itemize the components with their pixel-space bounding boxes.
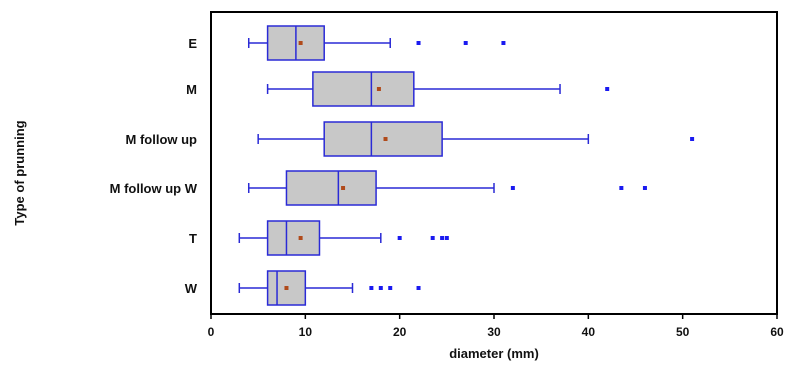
- outlier-point: [430, 236, 435, 240]
- category-label: T: [189, 231, 197, 246]
- x-tick-label: 60: [770, 325, 784, 339]
- outlier-point: [440, 236, 445, 240]
- x-tick-label: 20: [393, 325, 407, 339]
- outlier-point: [501, 41, 506, 45]
- mean-marker: [383, 137, 388, 141]
- box-m: [266, 71, 610, 107]
- box-iqr: [312, 71, 415, 107]
- x-tick-label: 30: [487, 325, 501, 339]
- outlier-point: [416, 41, 421, 45]
- box-w: [238, 270, 421, 306]
- outlier-point: [388, 286, 393, 290]
- mean-marker: [298, 236, 303, 240]
- axis-layer: E M M follow up M follow up W T W 0 10 20 30 40 50 6…: [110, 36, 784, 339]
- y-axis-title: Type of prunning: [12, 120, 27, 225]
- x-tick-label: 50: [676, 325, 690, 339]
- outlier-point: [378, 286, 383, 290]
- box-layer: [238, 25, 695, 306]
- x-tick-label: 40: [582, 325, 596, 339]
- box-iqr: [285, 170, 377, 206]
- outlier-point: [690, 137, 695, 141]
- x-tick-label: 0: [208, 325, 215, 339]
- category-label: M follow up W: [110, 181, 198, 196]
- outlier-point: [510, 186, 515, 190]
- box-iqr: [266, 220, 321, 256]
- outlier-point: [369, 286, 374, 290]
- outlier-point: [642, 186, 647, 190]
- outlier-point: [463, 41, 468, 45]
- outlier-point: [444, 236, 449, 240]
- category-label: E: [188, 36, 197, 51]
- box-e: [247, 25, 506, 61]
- mean-marker: [284, 286, 289, 290]
- outlier-point: [605, 87, 610, 91]
- outlier-point: [416, 286, 421, 290]
- mean-marker: [298, 41, 303, 45]
- box-m-follow-up-w: [247, 170, 647, 206]
- x-axis-title: diameter (mm): [449, 346, 539, 361]
- mean-marker: [376, 87, 381, 91]
- box-m-follow-up: [257, 121, 695, 157]
- category-label: W: [185, 281, 198, 296]
- box-t: [238, 220, 449, 256]
- category-label: M: [186, 82, 197, 97]
- mean-marker: [341, 186, 346, 190]
- category-label: M follow up: [126, 132, 198, 147]
- outlier-point: [619, 186, 624, 190]
- x-tick-label: 10: [299, 325, 313, 339]
- box-iqr: [323, 121, 443, 157]
- outlier-point: [397, 236, 402, 240]
